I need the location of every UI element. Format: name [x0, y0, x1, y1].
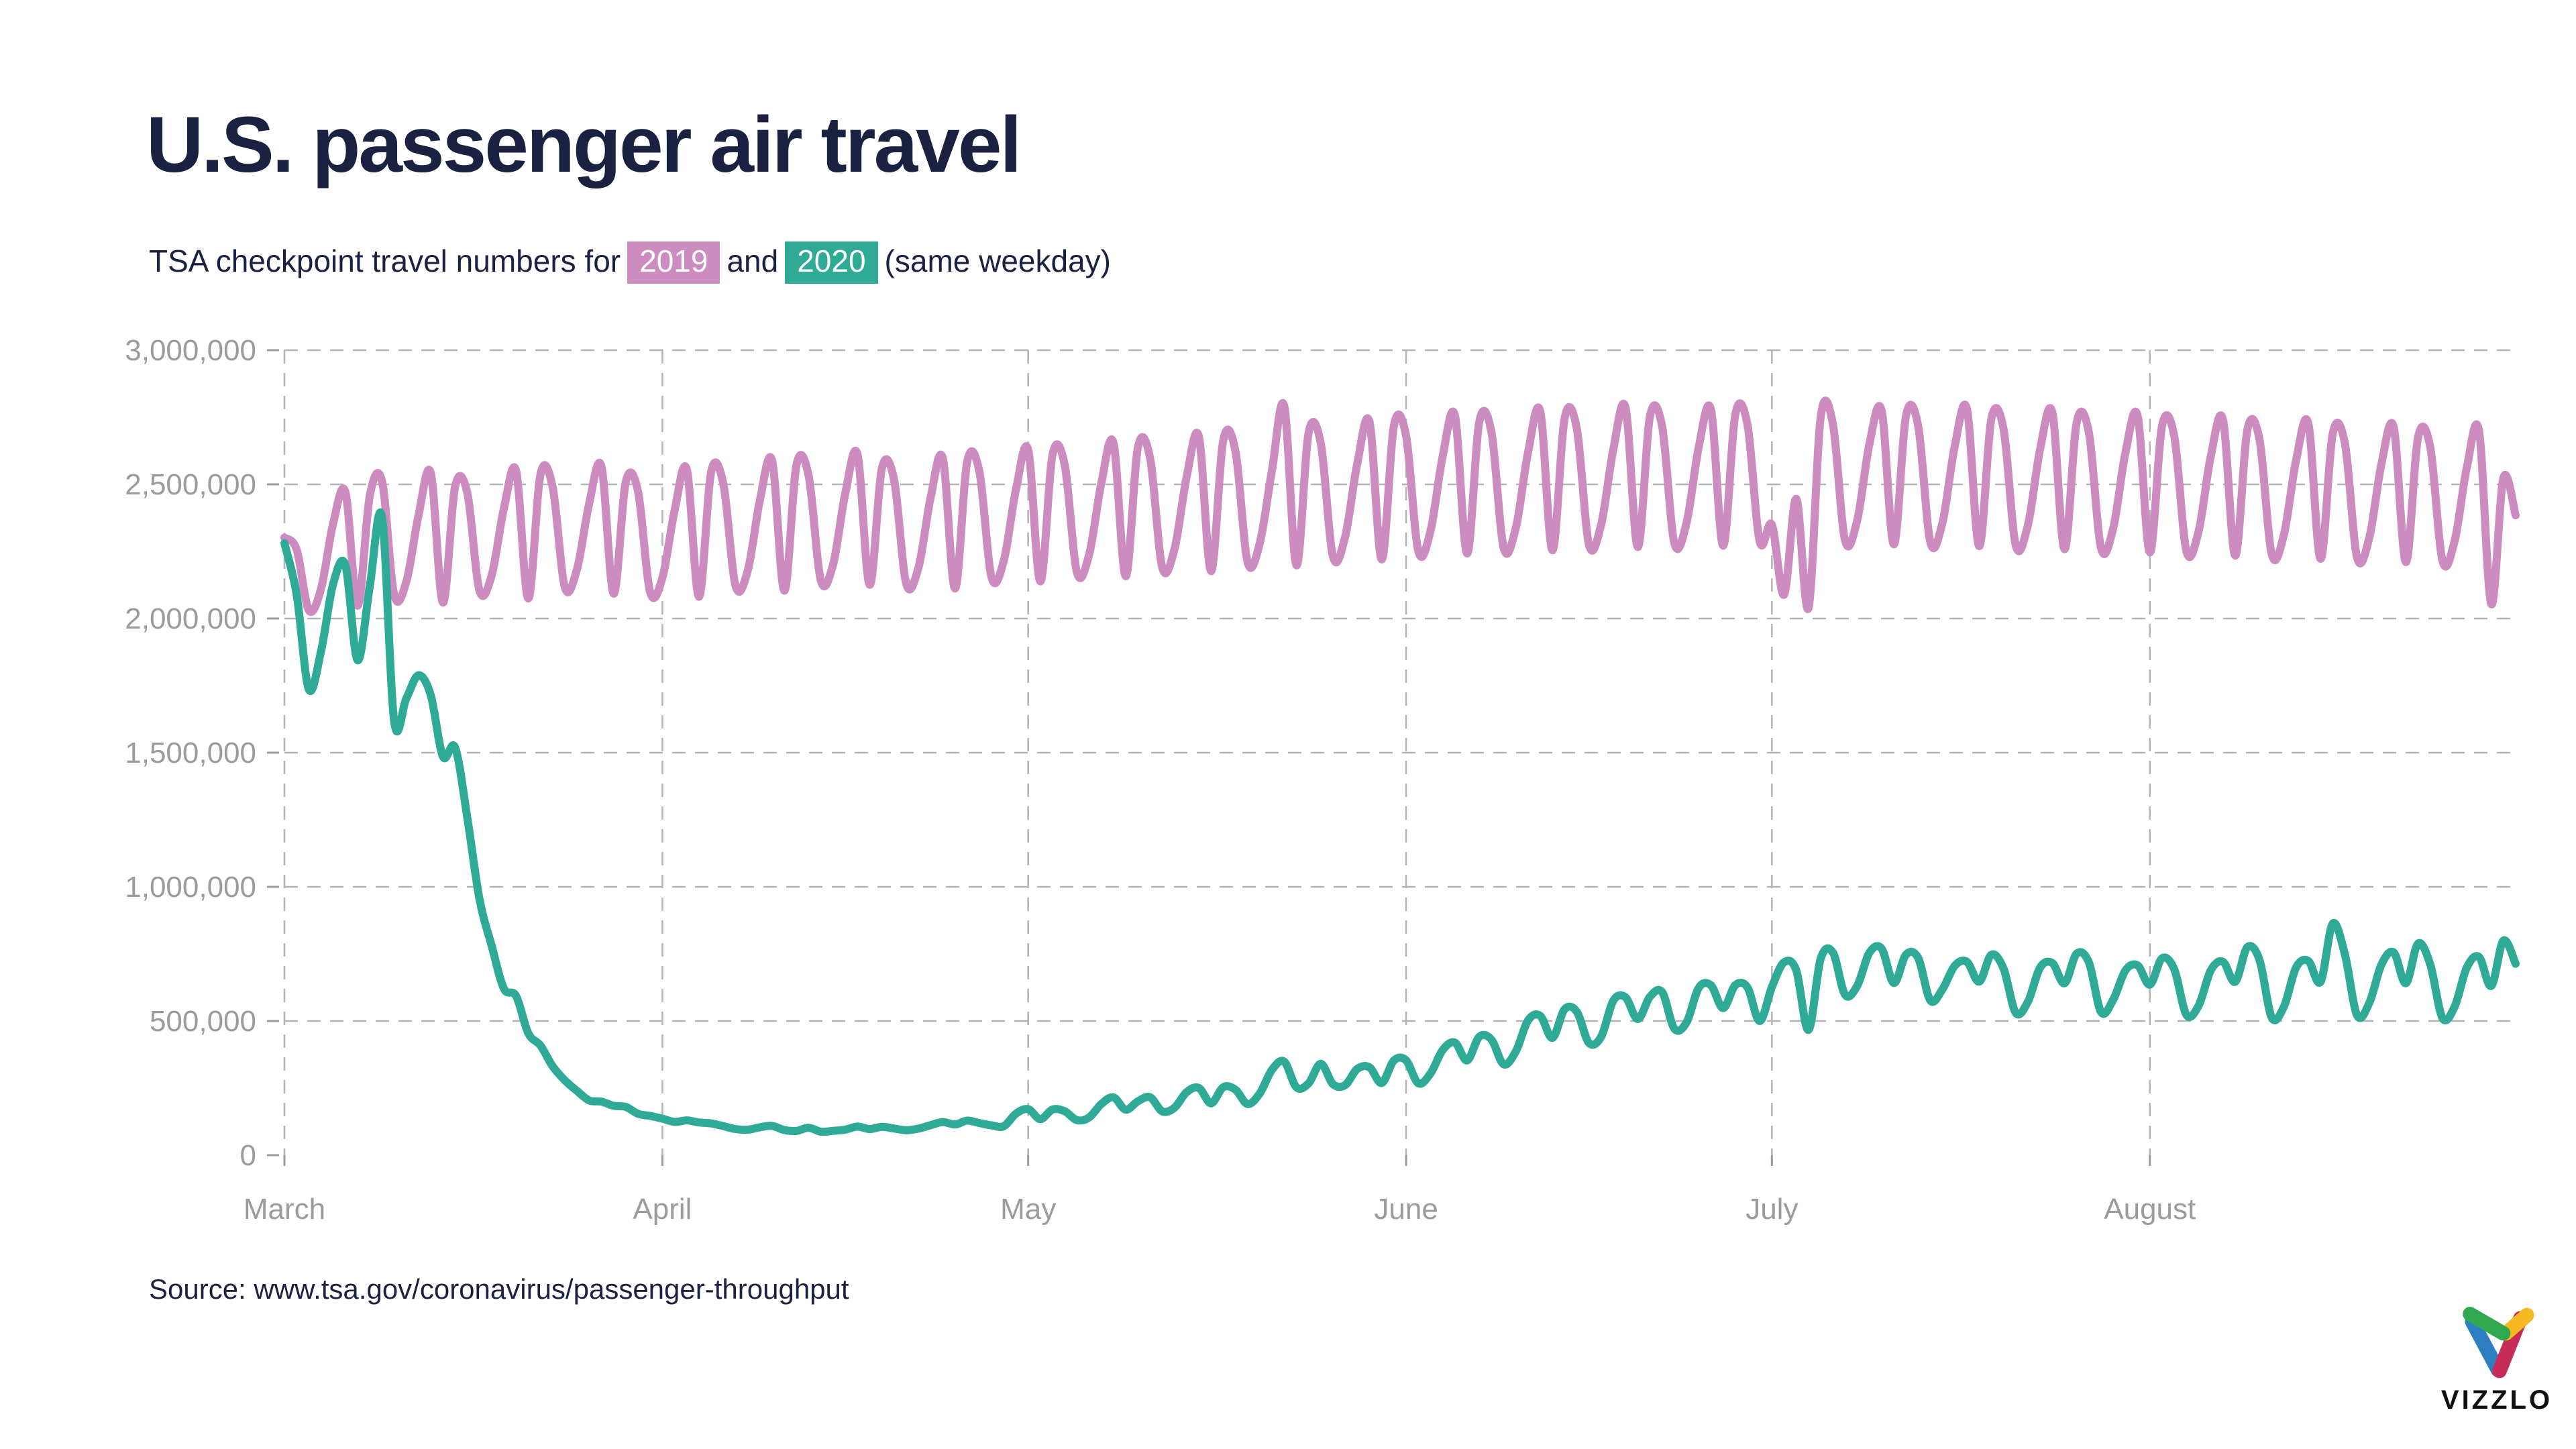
legend-chip-2020: 2020: [785, 241, 878, 284]
y-axis-label: 0: [240, 1139, 256, 1172]
page-title: U.S. passenger air travel: [146, 101, 1022, 189]
series-2019-line: [280, 396, 2520, 616]
axis-labels: 0 500,000 1,000,000 1,500,000 2,000,000 2,500…: [125, 334, 2196, 1226]
x-axis-label: May: [1000, 1193, 1056, 1226]
axis-ticks: [267, 349, 2151, 1166]
source-text: Source: www.tsa.gov/coronavirus/passenge…: [149, 1273, 849, 1305]
y-axis-label: 500,000: [150, 1005, 256, 1038]
y-axis-label: 2,000,000: [125, 602, 256, 635]
vizzlo-wordmark: VIZZLO: [2440, 1385, 2553, 1415]
y-axis-label: 2,500,000: [125, 468, 256, 501]
chart-subtitle: TSA checkpoint travel numbers for 2019 and…: [149, 241, 1111, 284]
vizzlo-logo-icon: [2463, 1307, 2534, 1379]
x-axis-label: March: [244, 1193, 325, 1226]
x-axis-label: June: [1374, 1193, 1438, 1226]
series-lines: [280, 396, 2520, 1136]
y-axis-label: 1,000,000: [125, 871, 256, 904]
x-axis-label: July: [1746, 1193, 1798, 1226]
y-axis-label: 1,500,000: [125, 737, 256, 769]
x-axis-label: August: [2104, 1193, 2196, 1226]
subtitle-suffix: (same weekday): [884, 244, 1111, 278]
x-axis-label: April: [633, 1193, 692, 1226]
subtitle-prefix: TSA checkpoint travel numbers for: [149, 244, 621, 278]
series-2020-line: [280, 508, 2520, 1136]
legend-chip-2019: 2019: [627, 241, 720, 284]
y-axis-label: 3,000,000: [125, 334, 256, 367]
subtitle-and: and: [727, 244, 779, 278]
vizzlo-logo: VIZZLO: [2430, 1300, 2564, 1415]
